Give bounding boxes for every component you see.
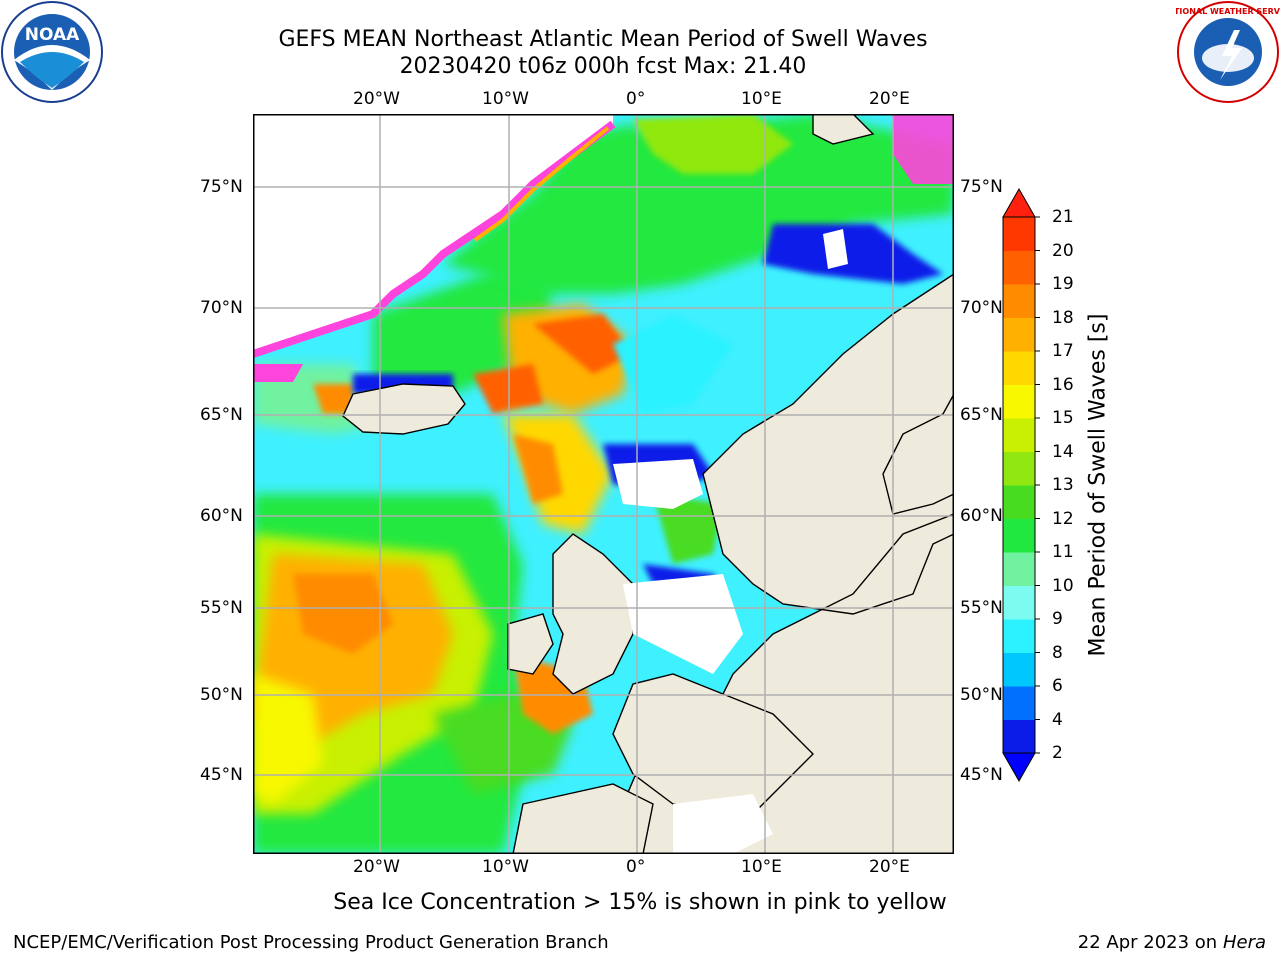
colorbar-tick-label: 21 [1052,207,1074,227]
colorbar-segment [1003,250,1035,285]
footer-date-text: 22 Apr 2023 on [1077,932,1223,953]
swell-period-field [253,114,954,854]
colorbar-segment [1003,485,1035,519]
colorbar-tick-label: 10 [1052,575,1074,596]
nws-logo-text: NATIONAL WEATHER SERVICE [1176,7,1280,16]
graticule [253,114,954,854]
colorbar-segment [1003,686,1035,720]
swell-period-map [253,114,954,854]
colorbar-tick-label: 19 [1052,274,1074,294]
lat-label-right: 75°N [960,177,1003,197]
lat-label-left: 70°N [200,298,243,318]
lat-label-right: 50°N [960,685,1003,705]
colorbar-tick-label: 17 [1052,341,1074,361]
colorbar-tick-label: 18 [1052,307,1074,328]
colorbar-tick-label: 14 [1052,441,1074,462]
map-border [253,114,954,854]
lon-label-top: 20°W [353,89,400,109]
lat-label-right: 45°N [960,765,1003,785]
colorbar-tick-label: 15 [1052,408,1074,428]
colorbar-over-extension [1002,187,1036,218]
lat-label-left: 55°N [200,598,243,618]
colorbar [1002,187,1040,783]
colorbar-segment [1003,552,1035,586]
lat-label-left: 65°N [200,405,243,425]
lon-label-top: 10°E [741,89,782,109]
colorbar-segment [1003,652,1035,687]
lat-label-left: 75°N [200,177,243,197]
sea-ice-region [253,114,954,382]
no-data-areas [613,229,848,854]
colorbar-segment [1003,284,1035,318]
colorbar-tick-label: 12 [1052,508,1074,529]
footer-credit: NCEP/EMC/Verification Post Processing Pr… [13,932,609,953]
lon-label-top: 10°W [482,89,529,109]
map-subtitle: 20230420 t06z 000h fcst Max: 21.40 [399,54,807,79]
colorbar-segment [1003,384,1035,419]
great-britain [552,533,634,695]
noaa-logo-text: NOAA [25,25,80,45]
colorbar-segment [1003,619,1035,653]
nws-logo: NATIONAL WEATHER SERVICE [1176,1,1280,103]
footer-host: Hera [1222,932,1266,953]
lat-label-left: 50°N [200,685,243,705]
lat-label-right: 55°N [960,598,1003,618]
lat-label-left: 45°N [200,765,243,785]
colorbar-under-extension [1002,752,1036,783]
colorbar-tick-label: 2 [1052,743,1063,763]
map-title: GEFS MEAN Northeast Atlantic Mean Period… [278,27,928,52]
finland [882,393,954,515]
land-masses [342,114,954,854]
colorbar-tick-label: 13 [1052,475,1074,495]
colorbar-tick-label: 20 [1052,240,1074,261]
lat-label-right: 65°N [960,405,1003,425]
noaa-logo: NOAA [1,1,103,103]
colorbar-segment [1003,351,1035,385]
lon-label-bottom: 20°W [353,857,400,877]
colorbar-segment [1003,217,1035,251]
lon-label-bottom: 20°E [869,857,910,877]
lon-label-bottom: 0° [626,857,646,877]
colorbar-tick-label: 4 [1052,709,1063,730]
colorbar-tick-label: 11 [1052,542,1074,562]
iceland [342,383,466,435]
colorbar-tick-label: 16 [1052,374,1074,395]
lat-label-right: 70°N [960,298,1003,318]
lon-label-bottom: 10°W [482,857,529,877]
colorbar-segment [1003,451,1035,486]
lon-label-bottom: 10°E [741,857,782,877]
colorbar-segment [1003,418,1035,452]
lat-label-left: 60°N [200,506,243,526]
lat-label-right: 60°N [960,506,1003,526]
colorbar-segment [1003,719,1035,754]
lon-label-top: 20°E [869,89,910,109]
colorbar-tick-label: 8 [1052,642,1063,663]
colorbar-segment [1003,518,1035,553]
sea-ice-note: Sea Ice Concentration > 15% is shown in … [333,890,947,915]
colorbar-tick-label: 9 [1052,609,1063,629]
colorbar-tick-label: 6 [1052,676,1063,696]
lon-label-top: 0° [626,89,646,109]
colorbar-segment [1003,317,1035,352]
ireland [507,613,554,675]
colorbar-segment [1003,585,1035,620]
france [612,673,814,815]
colorbar-title: Mean Period of Swell Waves [s] [1085,313,1111,657]
footer-date: 22 Apr 2023 on Hera [1078,932,1266,953]
iberia [512,783,654,854]
svalbard [812,114,875,145]
